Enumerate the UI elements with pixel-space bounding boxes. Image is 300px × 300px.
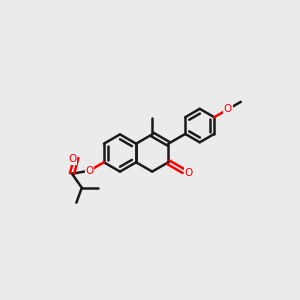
- Text: O: O: [224, 104, 232, 114]
- Text: O: O: [69, 154, 77, 164]
- Text: O: O: [184, 168, 193, 178]
- Text: O: O: [85, 166, 94, 176]
